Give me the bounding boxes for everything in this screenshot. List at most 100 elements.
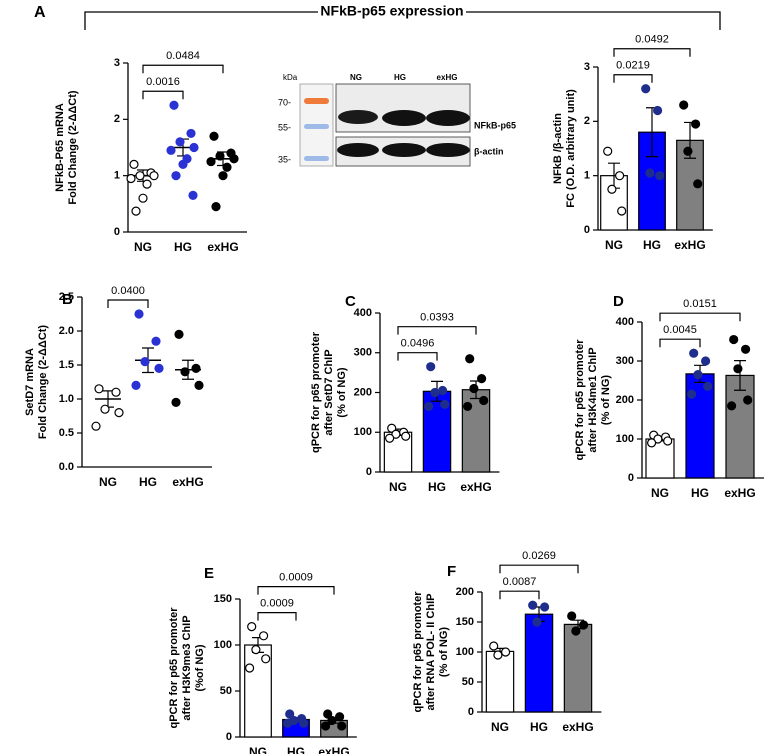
x-tick-label: exHG (318, 745, 349, 754)
y-tick-label: 100 (456, 646, 474, 658)
x-tick-label: NG (134, 240, 152, 254)
p-value: 0.0087 (503, 576, 537, 588)
p-value: 0.0151 (683, 298, 717, 310)
significance-bracket (613, 74, 653, 83)
data-point (111, 387, 121, 397)
y-tick-label: 0 (114, 226, 120, 238)
y-tick-label: 100 (214, 639, 232, 651)
x-tick-label: NG (389, 480, 407, 494)
ladder-band (304, 98, 329, 104)
data-point (477, 373, 487, 384)
data-point (229, 154, 239, 164)
data-point (140, 357, 150, 367)
data-point (321, 721, 331, 731)
data-point (211, 202, 221, 212)
ladder-band (304, 156, 329, 161)
y-axis-label: Fold Change (2-ΔΔCt) (37, 325, 49, 440)
data-point (171, 397, 181, 407)
data-point (189, 142, 199, 153)
data-point (686, 389, 697, 399)
ladder-label: 35- (278, 154, 291, 164)
significance-bracket (142, 64, 224, 74)
x-tick-label: HG (174, 240, 192, 254)
x-tick-label: HG (530, 720, 548, 734)
band (426, 143, 470, 157)
y-tick-label: 1.5 (59, 359, 74, 371)
data-point (646, 438, 657, 448)
lane-label: exHG (437, 73, 458, 82)
data-point (166, 145, 176, 155)
y-tick-label: 200 (456, 586, 474, 598)
data-point (539, 602, 550, 612)
data-point (693, 179, 703, 189)
p-value: 0.0045 (663, 324, 697, 336)
data-point (703, 381, 713, 391)
x-tick-label: NG (491, 720, 509, 734)
data-point (174, 329, 184, 339)
significance-bracket (613, 48, 691, 57)
y-tick-label: 2.0 (59, 325, 74, 337)
y-axis-label: after SetD7 ChIP (323, 349, 335, 435)
x-tick-label: HG (643, 238, 661, 252)
panel-label: E (204, 565, 214, 582)
y-tick-label: 2 (584, 115, 590, 127)
data-point (209, 131, 219, 141)
y-axis-label: (% of NG) (600, 375, 612, 425)
significance-bracket (257, 586, 335, 595)
y-axis-label: (% of NG) (336, 367, 348, 417)
significance-bracket (499, 564, 579, 574)
data-point (401, 431, 411, 441)
data-point (438, 385, 448, 396)
y-tick-label: 3 (114, 57, 120, 69)
y-axis-label: after H3K4me1 ChIP (587, 347, 599, 452)
y-tick-label: 2.5 (59, 291, 74, 303)
y-axis-label: Fold Change (2-ΔΔCt) (67, 90, 79, 205)
y-axis-label: qPCR for p65 promoter (168, 607, 180, 729)
data-point (645, 168, 655, 178)
data-point (149, 171, 159, 181)
data-point (94, 384, 104, 394)
data-point (690, 119, 701, 129)
y-tick-label: 400 (616, 316, 634, 328)
data-point (186, 128, 196, 139)
western-blot: kDa 70- 55- 35- NG HG exHG NFkB-p65 β-ac… (278, 73, 516, 167)
y-axis-label: qPCR for p65 promoter (412, 591, 424, 713)
data-point (683, 146, 693, 156)
data-point (469, 383, 479, 394)
bar (725, 374, 755, 479)
y-axis-label: after RNA POL- II ChIP (425, 594, 437, 711)
y-tick-label: 50 (462, 676, 474, 688)
x-tick-label: exHG (172, 475, 203, 489)
y-axis-label: (% of NG) (438, 627, 450, 677)
x-tick-label: exHG (207, 240, 238, 254)
y-tick-label: 1 (114, 170, 120, 182)
band (338, 110, 378, 124)
p-value: 0.0393 (420, 312, 454, 324)
band (382, 110, 426, 126)
lane-label: NG (350, 73, 362, 82)
data-point (180, 367, 190, 377)
y-tick-label: 2 (114, 113, 120, 125)
data-point (426, 362, 436, 372)
data-point (337, 721, 347, 731)
data-point (154, 363, 164, 373)
significance-bracket (659, 338, 701, 348)
data-point (261, 654, 271, 664)
data-point (489, 641, 499, 651)
x-tick-label: HG (428, 480, 446, 494)
p-value: 0.0016 (146, 76, 180, 88)
data-point (700, 356, 711, 366)
panel-label: A (34, 4, 46, 21)
band-label: β-actin (474, 146, 504, 156)
panel-label: F (447, 563, 456, 580)
ladder-label: 70- (278, 97, 291, 107)
data-point (191, 363, 201, 373)
data-point (91, 421, 101, 431)
y-tick-label: 0 (226, 731, 232, 743)
x-tick-label: exHG (674, 238, 705, 252)
data-point (578, 620, 589, 630)
y-axis-label: FC (O.D. arbitrary unit) (565, 89, 577, 208)
y-axis-label: qPCR for p65 promoter (574, 339, 586, 461)
data-point (251, 644, 261, 655)
